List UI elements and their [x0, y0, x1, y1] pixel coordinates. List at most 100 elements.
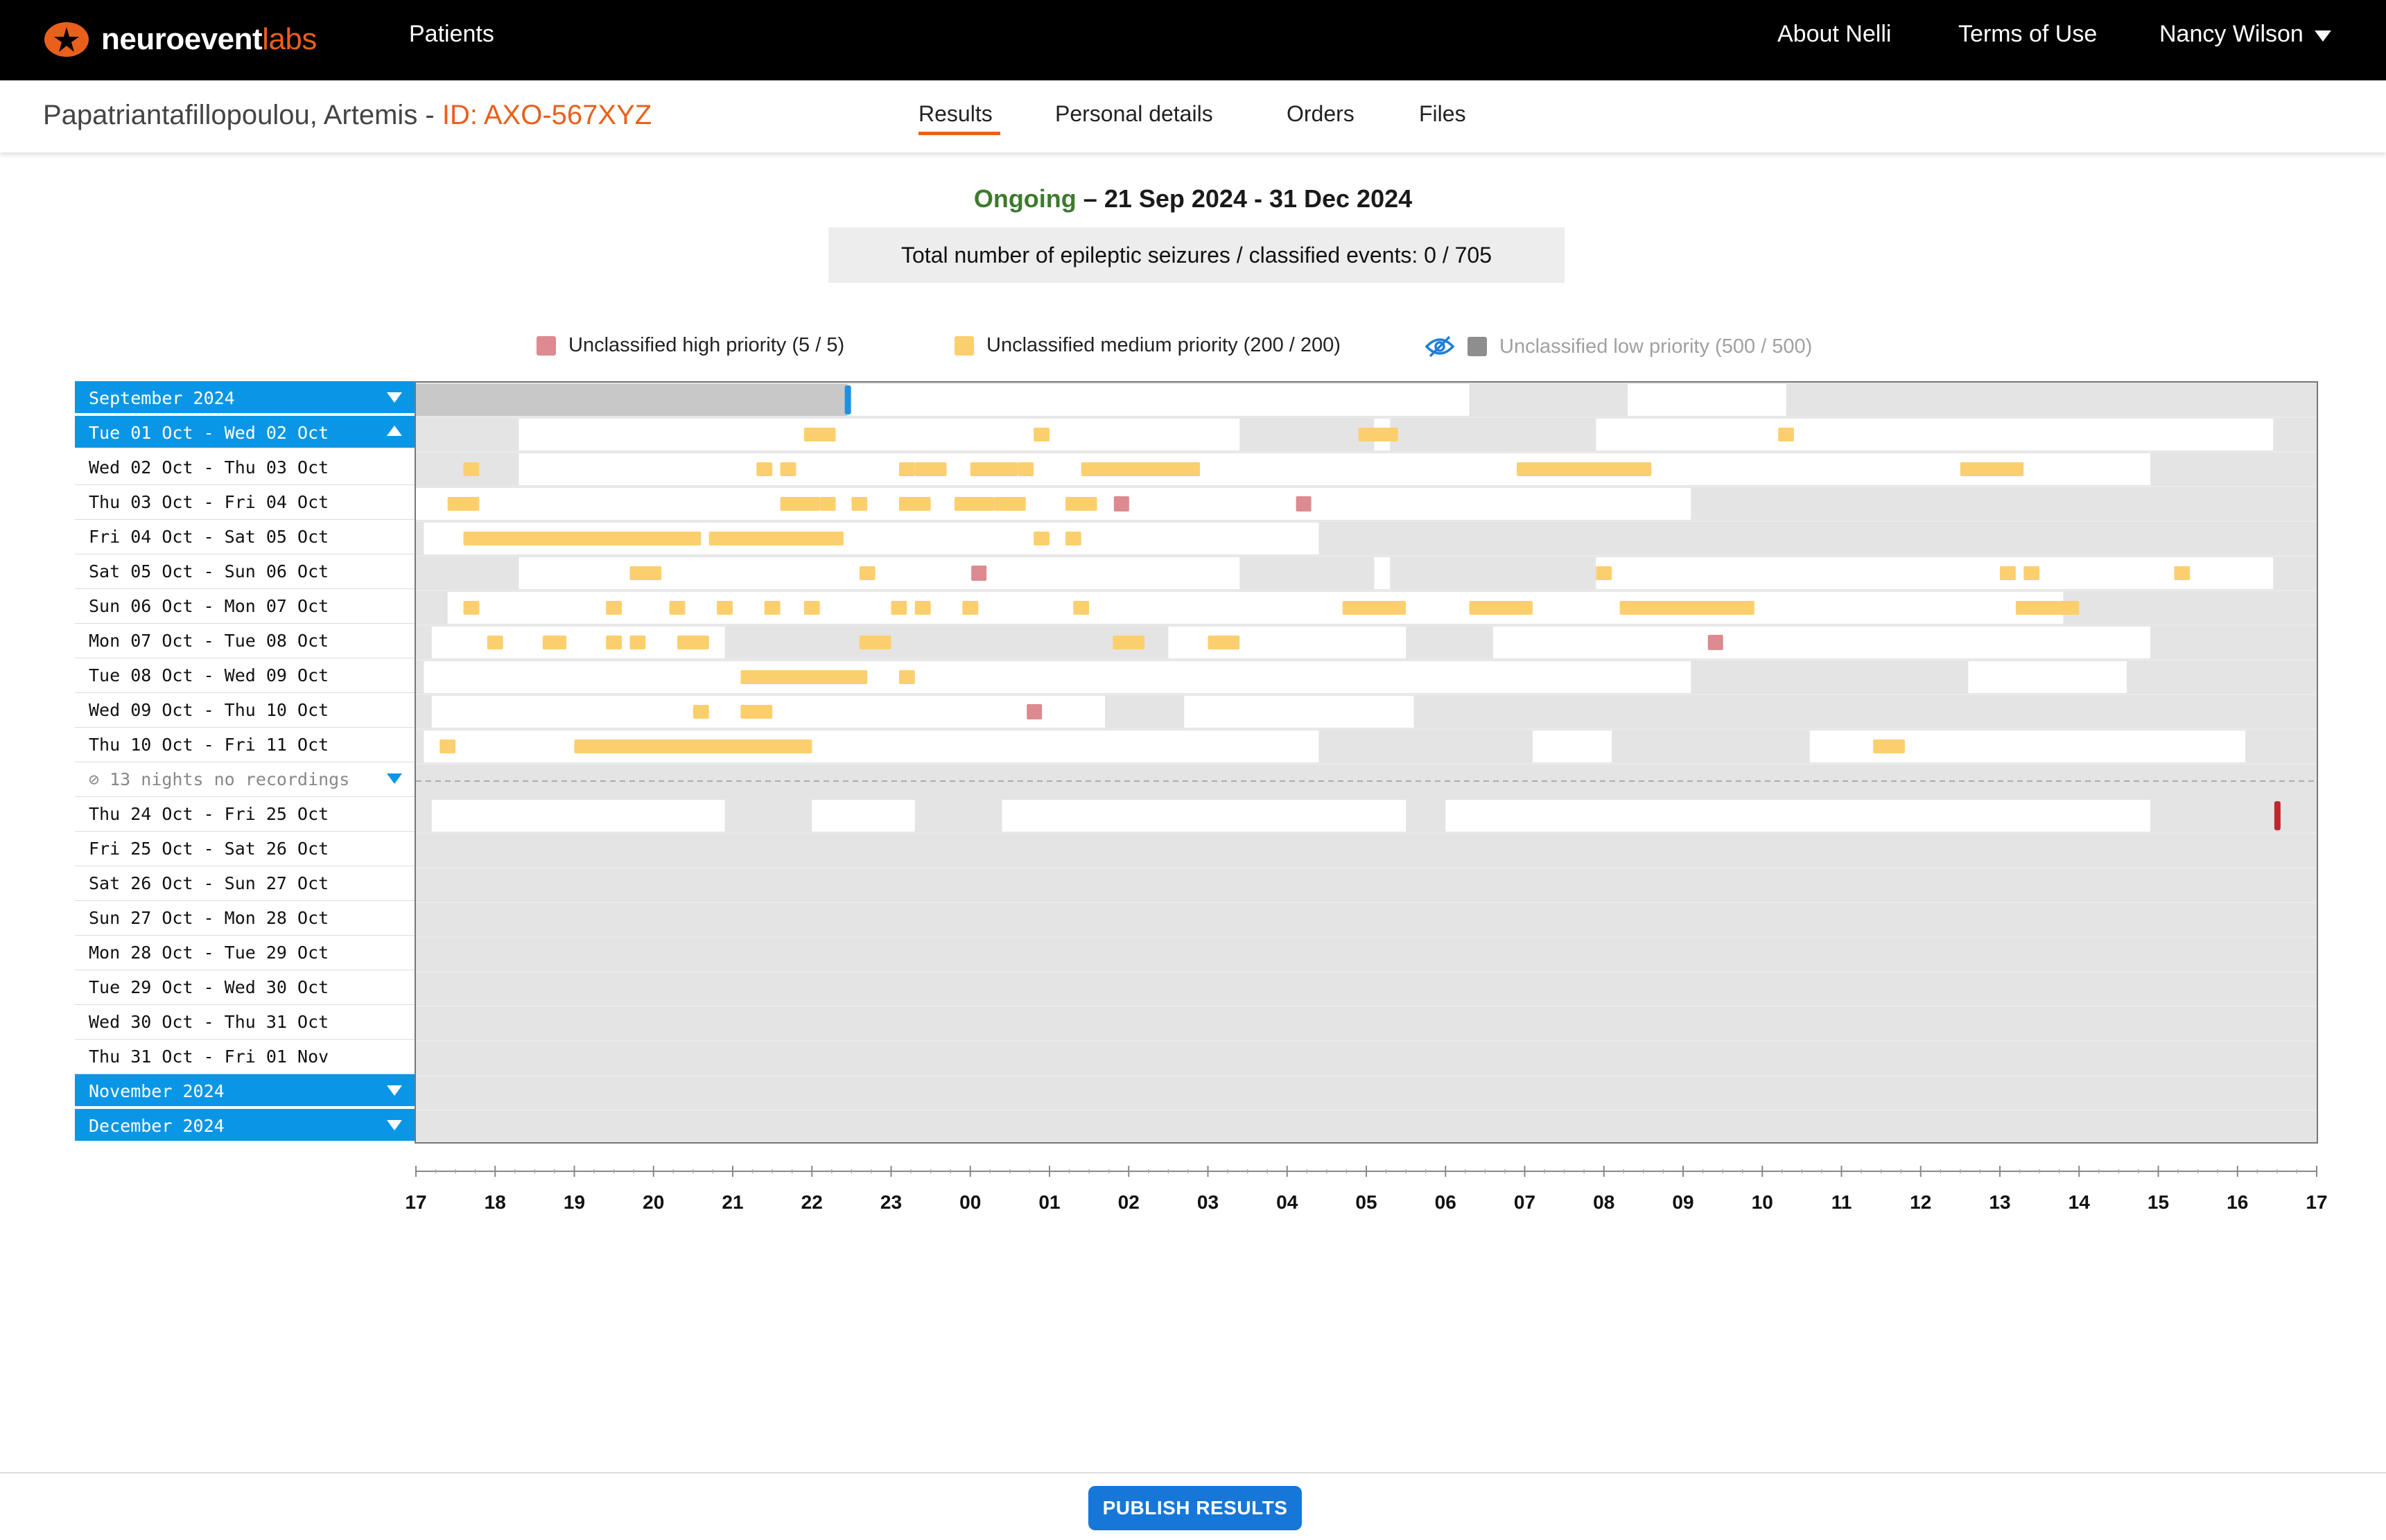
medium-priority-event[interactable] — [1960, 462, 2024, 476]
medium-priority-event[interactable] — [898, 462, 915, 476]
medium-priority-event[interactable] — [1034, 532, 1050, 545]
day-row-label[interactable]: Wed 30 Oct - Thu 31 Oct — [75, 1005, 415, 1040]
medium-priority-event[interactable] — [487, 636, 503, 649]
legend-high-priority[interactable]: Unclassified high priority (5 / 5) — [537, 334, 844, 357]
medium-priority-event[interactable] — [962, 601, 979, 615]
tab-results[interactable]: Results — [918, 101, 993, 126]
medium-priority-event[interactable] — [708, 532, 844, 545]
day-row-label[interactable]: Fri 25 Oct - Sat 26 Oct — [75, 832, 415, 866]
medium-priority-event[interactable] — [677, 636, 709, 649]
medium-priority-event[interactable] — [463, 532, 702, 545]
day-row-label[interactable]: Sat 05 Oct - Sun 06 Oct — [75, 554, 415, 589]
medium-priority-event[interactable] — [1342, 601, 1407, 615]
month-row-label[interactable]: November 2024 — [75, 1074, 415, 1109]
medium-priority-event[interactable] — [447, 497, 480, 511]
high-priority-event[interactable] — [1027, 704, 1043, 719]
medium-priority-event[interactable] — [629, 636, 646, 649]
medium-priority-event[interactable] — [1208, 636, 1240, 649]
medium-priority-event[interactable] — [859, 636, 891, 649]
legend-low-priority[interactable]: Unclassified low priority (500 / 500) — [1425, 334, 1812, 359]
medium-priority-event[interactable] — [1517, 462, 1652, 476]
medium-priority-event[interactable] — [994, 497, 1026, 511]
eye-slash-icon[interactable] — [1425, 334, 1455, 359]
medium-priority-event[interactable] — [693, 705, 709, 719]
medium-priority-event[interactable] — [1778, 428, 1794, 441]
medium-priority-event[interactable] — [780, 497, 820, 511]
medium-priority-event[interactable] — [1469, 601, 1533, 615]
medium-priority-event[interactable] — [669, 601, 686, 615]
medium-priority-event[interactable] — [1081, 462, 1201, 476]
no-recordings-row[interactable]: ⊘ 13 nights no recordings — [75, 762, 415, 797]
medium-priority-event[interactable] — [756, 462, 773, 476]
medium-priority-event[interactable] — [740, 705, 773, 719]
chevron-down-icon[interactable] — [387, 392, 402, 403]
day-row-label[interactable]: Fri 04 Oct - Sat 05 Oct — [75, 520, 415, 554]
medium-priority-event[interactable] — [2000, 566, 2016, 580]
day-row-label[interactable]: Mon 07 Oct - Tue 08 Oct — [75, 624, 415, 658]
medium-priority-event[interactable] — [851, 497, 868, 511]
medium-priority-event[interactable] — [970, 462, 1018, 476]
tab-files[interactable]: Files — [1419, 101, 1466, 126]
medium-priority-event[interactable] — [740, 670, 868, 684]
day-row-label[interactable]: Thu 10 Oct - Fri 11 Oct — [75, 728, 415, 762]
medium-priority-event[interactable] — [764, 601, 781, 615]
medium-priority-event[interactable] — [574, 740, 812, 753]
medium-priority-event[interactable] — [1113, 636, 1145, 649]
logo[interactable]: neuroeventlabs — [42, 18, 317, 61]
medium-priority-event[interactable] — [629, 566, 662, 580]
medium-priority-event[interactable] — [914, 462, 947, 476]
medium-priority-event[interactable] — [606, 636, 622, 649]
high-priority-event[interactable] — [1707, 635, 1723, 650]
medium-priority-event[interactable] — [542, 636, 567, 649]
month-row-label[interactable]: September 2024 — [75, 381, 415, 416]
medium-priority-event[interactable] — [859, 566, 876, 580]
day-row-label[interactable]: Mon 28 Oct - Tue 29 Oct — [75, 936, 415, 970]
medium-priority-event[interactable] — [914, 601, 931, 615]
medium-priority-event[interactable] — [780, 462, 796, 476]
day-row-label[interactable]: Wed 02 Oct - Thu 03 Oct — [75, 450, 415, 485]
chevron-down-icon[interactable] — [387, 1120, 402, 1130]
medium-priority-event[interactable] — [2015, 601, 2080, 615]
medium-priority-event[interactable] — [1382, 428, 1398, 441]
day-row-label[interactable]: Tue 01 Oct - Wed 02 Oct — [75, 416, 415, 450]
tab-orders[interactable]: Orders — [1287, 101, 1355, 126]
medium-priority-event[interactable] — [1018, 462, 1034, 476]
legend-medium-priority[interactable]: Unclassified medium priority (200 / 200) — [955, 334, 1341, 357]
medium-priority-event[interactable] — [898, 497, 931, 511]
medium-priority-event[interactable] — [898, 670, 915, 684]
publish-results-button[interactable]: PUBLISH RESULTS — [1088, 1486, 1302, 1530]
medium-priority-event[interactable] — [1596, 566, 1612, 580]
medium-priority-event[interactable] — [1065, 532, 1081, 545]
day-row-label[interactable]: Sat 26 Oct - Sun 27 Oct — [75, 866, 415, 901]
nav-patients[interactable]: Patients — [409, 21, 494, 47]
chevron-down-icon[interactable] — [387, 773, 402, 784]
tab-personal-details[interactable]: Personal details — [1055, 101, 1213, 126]
medium-priority-event[interactable] — [1065, 497, 1097, 511]
day-row-label[interactable]: Wed 09 Oct - Thu 10 Oct — [75, 693, 415, 728]
medium-priority-event[interactable] — [1873, 740, 1905, 753]
high-priority-event[interactable] — [971, 566, 987, 581]
medium-priority-event[interactable] — [1619, 601, 1754, 615]
medium-priority-event[interactable] — [1073, 601, 1090, 615]
medium-priority-event[interactable] — [717, 601, 733, 615]
medium-priority-event[interactable] — [803, 601, 820, 615]
high-priority-event[interactable] — [1113, 496, 1129, 511]
medium-priority-event[interactable] — [439, 740, 456, 753]
day-row-label[interactable]: Tue 29 Oct - Wed 30 Oct — [75, 970, 415, 1005]
high-priority-event[interactable] — [1296, 496, 1312, 511]
day-row-label[interactable]: Sun 27 Oct - Mon 28 Oct — [75, 901, 415, 936]
medium-priority-event[interactable] — [606, 601, 622, 615]
day-row-label[interactable]: Tue 08 Oct - Wed 09 Oct — [75, 658, 415, 693]
medium-priority-event[interactable] — [463, 601, 480, 615]
day-row-label[interactable]: Thu 31 Oct - Fri 01 Nov — [75, 1040, 415, 1074]
day-row-label[interactable]: Sun 06 Oct - Mon 07 Oct — [75, 589, 415, 624]
day-row-label[interactable]: Thu 24 Oct - Fri 25 Oct — [75, 797, 415, 832]
medium-priority-event[interactable] — [1034, 428, 1050, 441]
day-row-label[interactable]: Thu 03 Oct - Fri 04 Oct — [75, 485, 415, 520]
medium-priority-event[interactable] — [2174, 566, 2191, 580]
chevron-up-icon[interactable] — [387, 426, 402, 436]
medium-priority-event[interactable] — [803, 428, 836, 441]
user-menu[interactable]: Nancy Wilson — [2159, 21, 2331, 48]
medium-priority-event[interactable] — [2023, 566, 2040, 580]
medium-priority-event[interactable] — [954, 497, 995, 511]
